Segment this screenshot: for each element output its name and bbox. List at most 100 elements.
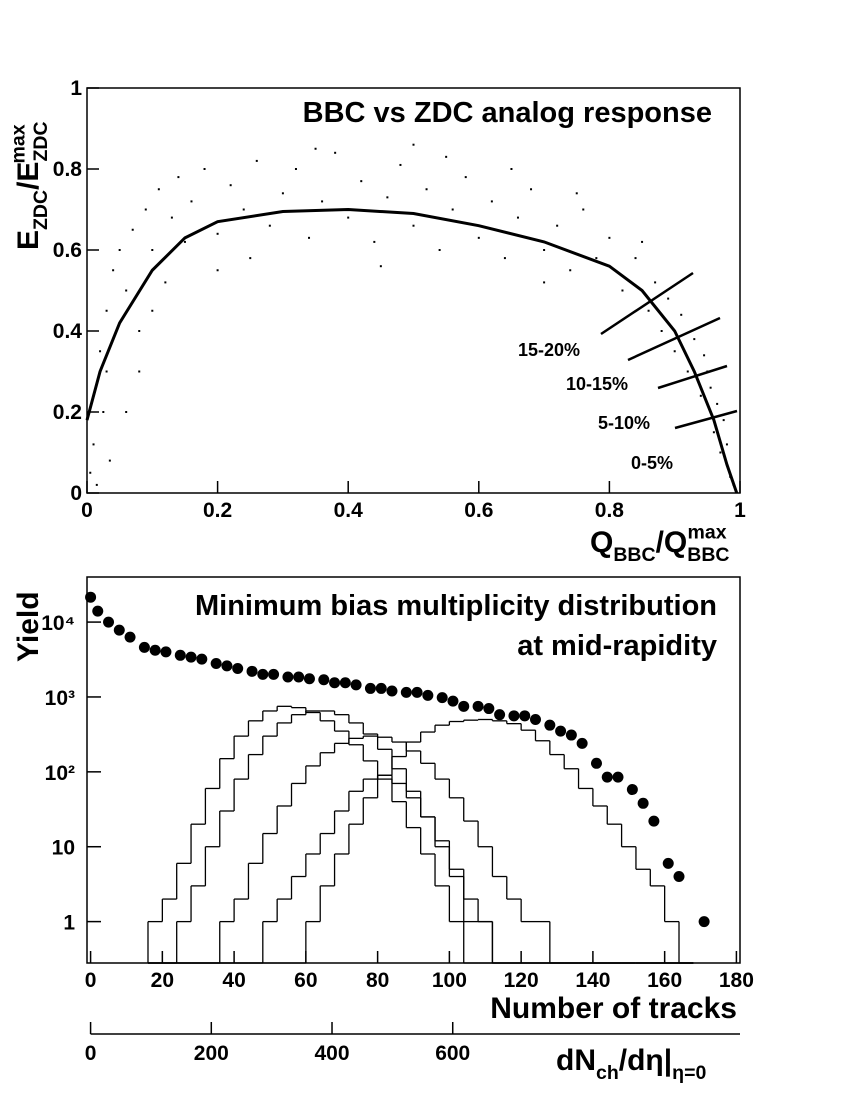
annotation: 15-20%	[518, 340, 580, 360]
scatter-point	[242, 208, 245, 211]
centrality-cut-lines	[600, 271, 738, 430]
chart-title: Minimum bias multiplicity distribution	[195, 590, 717, 622]
scatter-point	[89, 471, 92, 474]
scatter-point	[268, 224, 271, 227]
x-axis-title: Number of tracks	[490, 992, 737, 1025]
data-point	[648, 815, 660, 827]
data-point	[268, 668, 280, 680]
data-point	[637, 797, 649, 809]
scatter-point	[464, 176, 467, 179]
scatter-point	[556, 224, 559, 227]
data-point	[293, 671, 305, 683]
data-point	[174, 649, 186, 661]
plot-frame	[86, 87, 741, 494]
y-tick-label: 10²	[45, 762, 75, 785]
data-point	[257, 668, 269, 680]
scatter-point	[164, 281, 167, 284]
x-tick-label: 0.8	[595, 499, 625, 522]
data-point	[85, 591, 97, 603]
data-point	[565, 729, 577, 741]
scatter-point	[699, 394, 702, 397]
data-point	[386, 685, 398, 697]
scatter-point	[647, 309, 650, 312]
scatter-point	[255, 159, 258, 162]
data-point	[698, 916, 710, 928]
axis-title-part: E	[12, 230, 45, 250]
scatter-point	[102, 411, 105, 413]
x2-tick-label: 0	[85, 1042, 97, 1065]
data-point	[232, 662, 244, 674]
scatter-point	[294, 168, 297, 170]
scatter-point	[360, 180, 363, 183]
data-point	[590, 757, 602, 769]
data-point	[483, 703, 495, 715]
scatter-point	[712, 431, 715, 434]
scatter-point	[151, 249, 154, 251]
scatter-point	[667, 297, 670, 300]
scatter-point	[144, 208, 147, 211]
data-point	[160, 646, 172, 658]
data-point	[339, 677, 351, 689]
scatter-point	[177, 176, 180, 179]
axis-title-part: ZDC	[30, 190, 52, 230]
data-point	[364, 682, 376, 694]
annotation: 5-10%	[598, 413, 650, 433]
scatter-point	[170, 216, 173, 219]
data-point	[124, 631, 136, 643]
annotation: 0-5%	[631, 453, 673, 473]
data-point	[544, 719, 556, 731]
scatter-point	[503, 257, 506, 260]
data-point	[508, 710, 520, 722]
y-tick-label: 1	[63, 912, 75, 935]
axis-title-part: max	[688, 522, 727, 544]
scatter-point	[118, 249, 121, 251]
scatter-point	[321, 200, 324, 203]
y-tick-label: 1	[70, 77, 82, 100]
scatter-point	[693, 338, 696, 341]
data-point	[149, 644, 161, 656]
y-tick-label: 10⁴	[41, 612, 75, 635]
scatter-point	[716, 402, 719, 405]
scatter-point	[543, 281, 546, 284]
axis-title-part: /E	[12, 162, 45, 190]
scatter-point	[543, 249, 546, 251]
cut-line	[627, 316, 721, 362]
data-point	[185, 651, 197, 663]
y-tick-label: 0.2	[53, 401, 82, 424]
data-point	[555, 725, 567, 737]
y-tick-label: 0.6	[53, 239, 82, 262]
cut-line	[657, 364, 728, 390]
scatter-point	[399, 163, 402, 166]
x2-tick-label: 400	[314, 1042, 349, 1065]
scatter-point	[516, 216, 519, 219]
scatter-point	[216, 269, 219, 272]
scatter-point	[634, 257, 637, 260]
data-point	[472, 700, 484, 712]
scatter-point	[190, 200, 193, 203]
data-point	[601, 771, 613, 783]
axis-title: EZDC/EZDCmax	[8, 121, 53, 250]
data-point	[494, 709, 506, 721]
scatter-point	[138, 370, 141, 373]
scatter-point	[673, 350, 676, 353]
data-point	[612, 771, 624, 783]
scatter-point	[125, 411, 128, 413]
y-tick-label: 10³	[45, 687, 75, 710]
scatter-point	[131, 228, 134, 231]
scatter-point	[386, 196, 389, 199]
scatter-point	[183, 240, 186, 243]
axis-title-part: /Q	[656, 526, 688, 559]
scatter-point	[722, 419, 725, 422]
scatter-point	[438, 249, 441, 251]
data-point	[350, 679, 362, 691]
scatter-point	[569, 269, 572, 272]
data-point	[282, 671, 294, 683]
data-point	[576, 737, 588, 749]
scatter-point	[99, 350, 102, 353]
cut-line	[600, 271, 694, 336]
y-tick-label: 10	[52, 837, 75, 860]
x-tick-label: 0.4	[334, 499, 364, 522]
scatter-point	[373, 240, 376, 243]
plot-frame	[86, 576, 741, 964]
y-tick-label: 0	[70, 482, 82, 505]
